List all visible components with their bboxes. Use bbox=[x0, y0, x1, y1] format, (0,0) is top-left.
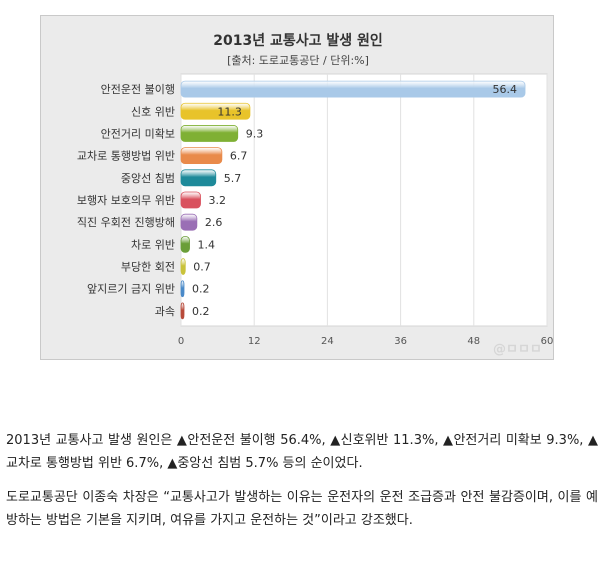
x-tick-label: 24 bbox=[321, 336, 334, 347]
bar bbox=[180, 169, 217, 187]
x-tick-label: 12 bbox=[248, 336, 261, 347]
category-label: 직진 우회전 진행방해 bbox=[77, 215, 175, 229]
bar-chart-plot: 0 12 24 36 48 60 안전운전 불이행 56.4 신호 위반 11.3 안전거리 미확보… bbox=[77, 73, 554, 347]
value-label: 0.2 bbox=[192, 305, 210, 318]
category-label: 안전운전 불이행 bbox=[101, 83, 175, 96]
x-tick-label: 36 bbox=[394, 336, 407, 347]
bar bbox=[180, 213, 198, 231]
category-label: 신호 위반 bbox=[131, 105, 175, 118]
bar bbox=[180, 280, 185, 298]
bar bbox=[180, 302, 185, 320]
chart-title: 2013년 교통사고 발생 원인 bbox=[213, 33, 383, 49]
bar bbox=[180, 80, 526, 98]
bar bbox=[180, 258, 186, 275]
category-label: 안전거리 미확보 bbox=[101, 127, 175, 140]
value-label: 9.3 bbox=[246, 127, 263, 140]
x-tick-label: 60 bbox=[541, 336, 554, 347]
category-label: 보행자 보호의무 위반 bbox=[77, 194, 175, 207]
x-tick-label: 48 bbox=[467, 336, 480, 347]
chart-subtitle: [출처: 도로교통공단 / 단위:%] bbox=[227, 54, 369, 67]
article-paragraph-2: 도로교통공단 이종숙 차장은 “교통사고가 발생하는 이유는 운전자의 운전 조… bbox=[6, 490, 598, 528]
value-label: 2.6 bbox=[205, 216, 223, 229]
watermark-text: @ㅁㅁㅁ bbox=[493, 342, 542, 357]
value-label: 3.2 bbox=[209, 194, 227, 207]
bar bbox=[180, 125, 239, 142]
x-tick-label: 0 bbox=[178, 336, 184, 347]
chart-panel: 2013년 교통사고 발생 원인 [출처: 도로교통공단 / 단위:%] 0 12… bbox=[40, 15, 554, 360]
category-label: 교차로 통행방법 위반 bbox=[77, 150, 175, 163]
article-paragraph-1: 2013년 교통사고 발생 원인은 ▲안전운전 불이행 56.4%, ▲신호위반… bbox=[6, 433, 598, 471]
bar bbox=[180, 235, 190, 253]
bar bbox=[180, 102, 251, 120]
value-label: 6.7 bbox=[230, 150, 248, 163]
value-label: 56.4 bbox=[493, 83, 518, 96]
category-label: 앞지르기 금지 위반 bbox=[87, 283, 175, 296]
value-label: 5.7 bbox=[224, 172, 242, 185]
value-label: 0.2 bbox=[192, 283, 210, 296]
category-label: 부당한 회전 bbox=[121, 261, 175, 274]
bar bbox=[180, 147, 223, 165]
bar bbox=[180, 191, 201, 209]
category-label: 차로 위반 bbox=[131, 238, 175, 251]
category-label: 과속 bbox=[155, 305, 175, 318]
category-label: 중앙선 침범 bbox=[121, 172, 175, 185]
value-label: 1.4 bbox=[198, 238, 216, 251]
value-label: 0.7 bbox=[193, 261, 211, 274]
value-label: 11.3 bbox=[217, 105, 242, 118]
